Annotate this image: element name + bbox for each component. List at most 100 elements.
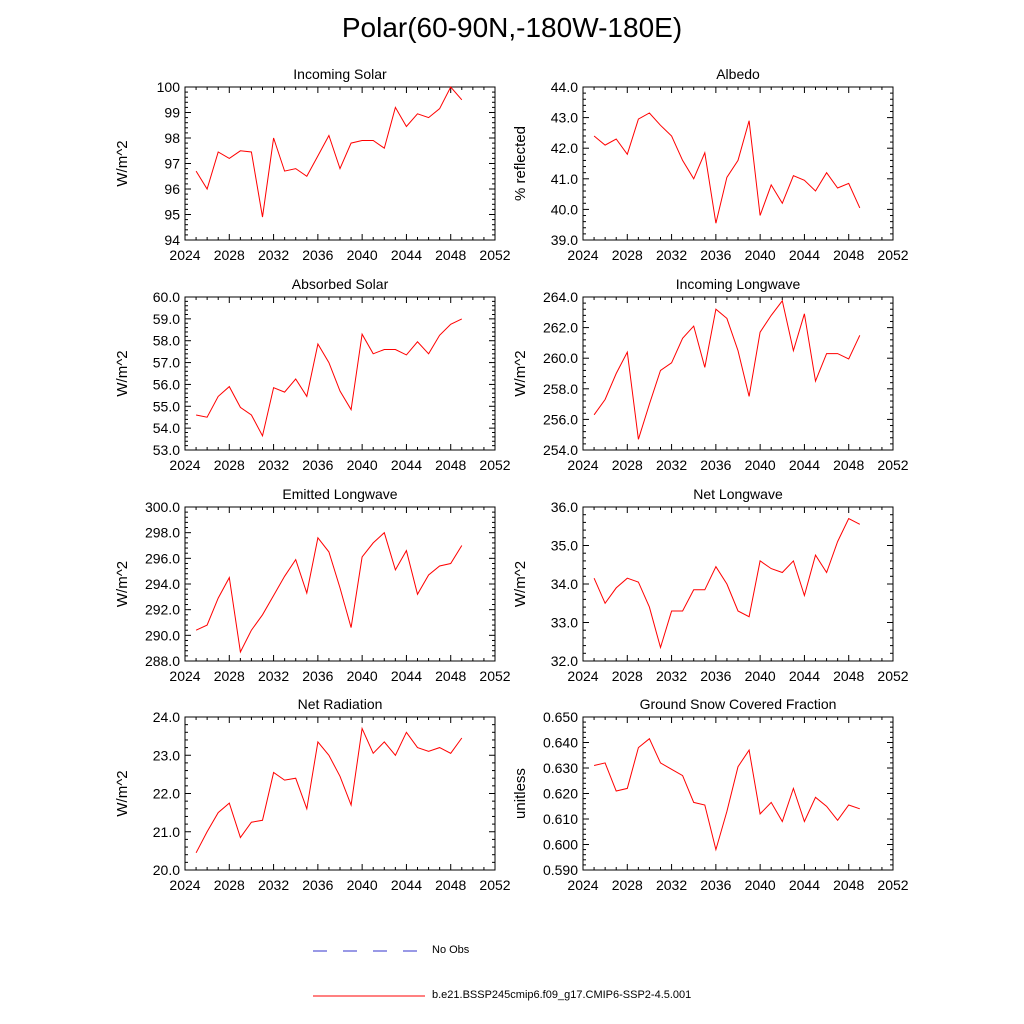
x-tick-label: 2036: [302, 668, 333, 684]
y-tick-label: 95: [164, 207, 180, 223]
x-tick-label: 2052: [877, 877, 908, 893]
x-tick-label: 2032: [656, 668, 687, 684]
y-tick-label: 59.0: [153, 311, 180, 327]
y-tick-label: 0.610: [543, 811, 578, 827]
panel-title: Net Radiation: [298, 696, 383, 712]
x-tick-label: 2040: [347, 457, 378, 473]
y-tick-label: 36.0: [551, 499, 578, 515]
y-tick-label: 292.0: [145, 602, 180, 618]
x-tick-label: 2036: [302, 247, 333, 263]
panel-incoming-longwave: Incoming Longwave 2024 2028 2032 2036 2040 204…: [512, 276, 909, 473]
y-tick-label: 296.0: [145, 550, 180, 566]
panel-incoming-solar: Incoming Solar 2024 2028 2032 2036 2040 2044 20…: [114, 66, 511, 263]
y-tick-label: 33.0: [551, 615, 578, 631]
y-tick-label: 41.0: [551, 171, 578, 187]
y-tick-label: 256.0: [543, 411, 578, 427]
panel-title: Incoming Solar: [293, 66, 387, 82]
x-tick-label: 2028: [612, 877, 643, 893]
y-axis-label: W/m^2: [114, 770, 131, 816]
panel-ground-snow-covered-fraction: Ground Snow Covered Fraction 2024 2028 2032…: [512, 696, 909, 893]
series-line: [196, 318, 463, 438]
panel-title: Emitted Longwave: [282, 486, 397, 502]
y-tick-label: 44.0: [551, 79, 578, 95]
y-tick-label: 39.0: [551, 232, 578, 248]
x-tick-label: 2040: [745, 247, 776, 263]
y-tick-label: 0.590: [543, 862, 578, 878]
x-tick-label: 2036: [700, 877, 731, 893]
x-tick-label: 2028: [214, 877, 245, 893]
y-tick-label: 264.0: [543, 289, 578, 305]
y-tick-label: 34.0: [551, 576, 578, 592]
y-tick-label: 97: [164, 156, 180, 172]
x-tick-label: 2040: [347, 668, 378, 684]
x-tick-label: 2040: [347, 247, 378, 263]
x-tick-label: 2052: [877, 668, 908, 684]
plot-frame: [184, 296, 496, 451]
x-tick-label: 2028: [612, 668, 643, 684]
panel-absorbed-solar: Absorbed Solar 2024 2028 2032 2036 2040 2044 20…: [114, 276, 511, 473]
y-tick-label: 254.0: [543, 442, 578, 458]
series-line: [195, 726, 463, 854]
x-tick-label: 2044: [789, 877, 820, 893]
y-tick-label: 0.640: [543, 735, 578, 751]
x-tick-label: 2032: [258, 247, 289, 263]
y-tick-label: 55.0: [153, 398, 180, 414]
x-tick-label: 2048: [435, 457, 466, 473]
x-tick-label: 2024: [169, 457, 200, 473]
series-line: [593, 737, 860, 852]
x-tick-label: 2044: [789, 457, 820, 473]
y-tick-label: 258.0: [543, 381, 578, 397]
x-tick-label: 2024: [169, 668, 200, 684]
y-tick-label: 99: [164, 105, 180, 121]
x-tick-label: 2028: [214, 668, 245, 684]
y-tick-label: 32.0: [551, 653, 578, 669]
y-axis-label: unitless: [512, 768, 529, 819]
x-tick-label: 2036: [302, 457, 333, 473]
x-tick-label: 2052: [877, 457, 908, 473]
y-tick-label: 23.0: [153, 747, 180, 763]
series-line: [593, 299, 861, 440]
x-tick-label: 2044: [391, 457, 422, 473]
plot-frame: [582, 86, 894, 241]
x-tick-label: 2036: [700, 247, 731, 263]
x-tick-label: 2044: [789, 668, 820, 684]
y-tick-label: 294.0: [145, 576, 180, 592]
x-tick-label: 2048: [833, 877, 864, 893]
panel-net-radiation: Net Radiation 2024 2028 2032 2036 2040 2044 204…: [114, 696, 511, 893]
panel-title: Absorbed Solar: [292, 276, 389, 292]
series-line: [593, 517, 861, 650]
x-tick-label: 2032: [258, 457, 289, 473]
x-tick-label: 2052: [479, 247, 510, 263]
page-title: Polar(60-90N,-180W-180E): [341, 12, 683, 43]
x-tick-label: 2036: [302, 877, 333, 893]
x-tick-label: 2044: [391, 247, 422, 263]
x-tick-label: 2048: [435, 877, 466, 893]
x-tick-label: 2048: [833, 668, 864, 684]
x-tick-label: 2044: [391, 668, 422, 684]
y-tick-label: 290.0: [145, 627, 180, 643]
y-tick-label: 43.0: [551, 110, 578, 126]
y-tick-label: 42.0: [551, 140, 578, 156]
y-tick-label: 96: [164, 181, 180, 197]
x-tick-label: 2048: [833, 247, 864, 263]
y-tick-label: 21.0: [153, 824, 180, 840]
y-axis-label: % reflected: [512, 126, 529, 201]
panel-emitted-longwave: Emitted Longwave 2024 2028 2032 2036 2040 2044…: [114, 486, 511, 684]
series-line: [593, 112, 861, 224]
x-tick-label: 2032: [258, 668, 289, 684]
y-tick-label: 22.0: [153, 786, 180, 802]
x-tick-label: 2036: [700, 457, 731, 473]
x-tick-label: 2048: [435, 247, 466, 263]
x-tick-label: 2052: [479, 457, 510, 473]
y-tick-label: 298.0: [145, 525, 180, 541]
x-tick-label: 2040: [745, 457, 776, 473]
plot-frame: [184, 506, 496, 662]
y-tick-label: 35.0: [551, 538, 578, 554]
y-axis-label: W/m^2: [114, 140, 131, 186]
plot-frame: [582, 716, 894, 871]
x-tick-label: 2028: [214, 247, 245, 263]
y-tick-label: 260.0: [543, 350, 578, 366]
x-tick-label: 2032: [258, 877, 289, 893]
panel-title: Incoming Longwave: [676, 276, 801, 292]
y-tick-label: 94: [164, 232, 180, 248]
